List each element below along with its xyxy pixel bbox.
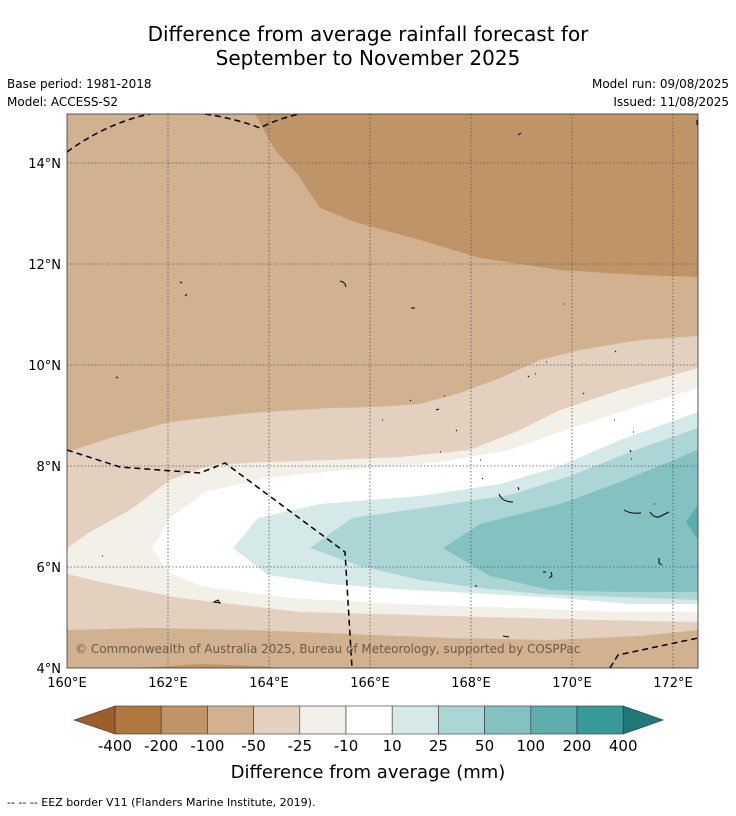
rain-band-dark-brown [255, 114, 698, 277]
model-name: Model: ACCESS-S2 [7, 95, 119, 109]
colorbar-segment [530, 705, 578, 735]
eez-footnote: -- -- -- EEZ border V11 (Flanders Marine… [7, 796, 316, 809]
colorbar-tick-label: -25 [288, 737, 313, 755]
issued-date: Issued: 11/08/2025 [613, 95, 729, 109]
y-tick-label: 6°N [37, 561, 62, 576]
rain-band-teal-3 [443, 450, 698, 592]
colorbar-tick-label: -200 [144, 737, 178, 755]
rain-band-bottom-dark [140, 664, 280, 668]
base-period: Base period: 1981-2018 [7, 77, 152, 91]
x-tick-label: 164°E [249, 676, 289, 691]
model-run: Model run: 09/08/2025 [591, 77, 729, 91]
colorbar-extend-high [622, 705, 665, 735]
colorbar-tick-label: -100 [190, 737, 224, 755]
colorbar-tick-label: 100 [516, 737, 545, 755]
y-tick-labels: 14°N 12°N 10°N 8°N 6°N 4°N [28, 157, 61, 677]
x-tick-label: 166°E [350, 676, 390, 691]
colorbar-segment [114, 705, 162, 735]
x-tick-label: 160°E [47, 676, 87, 691]
copyright-text: © Commonwealth of Australia 2025, Bureau… [75, 642, 580, 656]
colorbar-segment [160, 705, 208, 735]
x-tick-label: 168°E [451, 676, 491, 691]
y-tick-label: 4°N [37, 662, 62, 677]
colorbar [73, 705, 665, 735]
x-tick-labels: 160°E 162°E 164°E 166°E 168°E 170°E 172°… [47, 676, 693, 691]
islands [102, 120, 698, 638]
colorbar-labels: -400 -200 -100 -50 -25 -10 10 25 50 100 200 400 [98, 737, 638, 755]
gridlines [67, 114, 698, 668]
colorbar-tick-label: 400 [609, 737, 638, 755]
colorbar-tick-label: -50 [241, 737, 266, 755]
title-line-1: Difference from average rainfall forecas… [147, 22, 589, 46]
x-tick-label: 162°E [148, 676, 188, 691]
colorbar-segment [576, 705, 624, 735]
map-area [67, 114, 698, 668]
colorbar-title: Difference from average (mm) [231, 762, 506, 783]
meta-left: Base period: 1981-2018 Model: ACCESS-S2 [7, 75, 152, 111]
x-tick-label: 172°E [653, 676, 693, 691]
y-tick-label: 10°N [28, 359, 61, 374]
colorbar-tick-label: 10 [383, 737, 402, 755]
map-frame [66, 113, 699, 669]
colorbar-extend-low [73, 705, 116, 735]
y-tick-label: 12°N [28, 258, 61, 273]
meta-right: Model run: 09/08/2025 Issued: 11/08/2025 [592, 75, 729, 111]
chart-title: Difference from average rainfall forecas… [0, 22, 736, 70]
y-tick-label: 8°N [37, 460, 62, 475]
colorbar-segment [253, 705, 301, 735]
rain-band-teal-4 [686, 505, 698, 540]
y-tick-label: 14°N [28, 157, 61, 172]
rain-band-bottom [67, 628, 698, 668]
colorbar-segment [207, 705, 254, 735]
colorbar-segment [484, 705, 532, 735]
colorbar-tick-label: -10 [334, 737, 359, 755]
title-line-2: September to November 2025 [215, 46, 521, 70]
colorbar-tick-label: 25 [429, 737, 448, 755]
colorbar-tick-label: -400 [98, 737, 132, 755]
colorbar-tick-label: 50 [475, 737, 494, 755]
colorbar-segment [345, 705, 393, 735]
colorbar-segment [438, 705, 485, 735]
x-tick-label: 170°E [552, 676, 592, 691]
colorbar-segment [299, 705, 347, 735]
eez-borders [67, 114, 698, 668]
colorbar-segment [391, 705, 439, 735]
colorbar-tick-label: 200 [563, 737, 592, 755]
